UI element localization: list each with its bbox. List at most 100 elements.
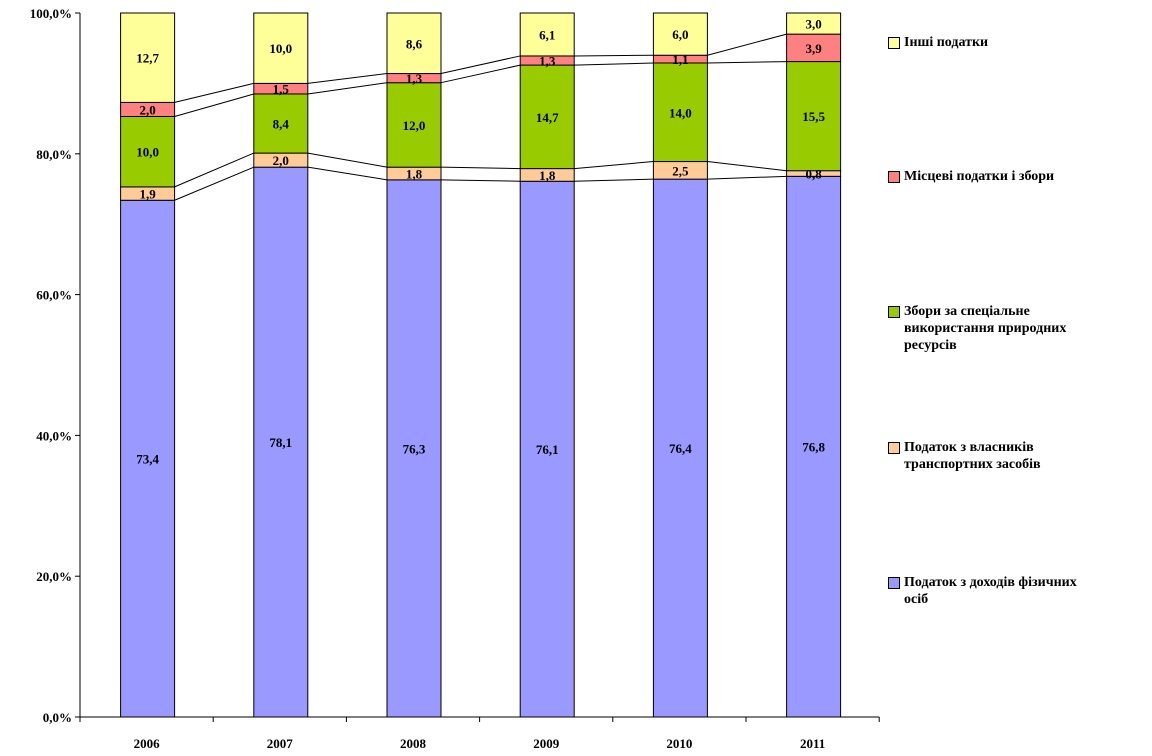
legend-line: транспортних засобів (904, 457, 1041, 472)
data-label: 76,8 (802, 440, 825, 455)
data-labels: 73,4 1,9 10,0 2,0 12,7 78,1 2,0 8,4 1,5 10,0 76,3 1… (136, 17, 825, 467)
series-line (440, 179, 521, 182)
series-line (574, 54, 654, 57)
data-label: 12,0 (403, 118, 426, 133)
data-label: 2,5 (672, 163, 689, 178)
bar-segment (386, 82, 442, 168)
data-label: 14,7 (536, 110, 559, 125)
y-tick-label: 40,0% (36, 428, 72, 443)
legend-item-vehicle-tax: Податок з власників транспортних засобів (888, 439, 1150, 473)
data-label: 73,4 (136, 452, 159, 467)
series-lines (174, 33, 787, 201)
y-tick-label: 100,0% (30, 6, 72, 21)
data-label: 1,8 (406, 167, 423, 182)
bar-segment (253, 166, 309, 718)
y-tick-label: 20,0% (36, 569, 72, 584)
data-label: 1,9 (139, 187, 156, 202)
x-tick-label: 2009 (533, 736, 560, 751)
x-tick-label: 2006 (134, 736, 161, 751)
series-line (174, 152, 254, 188)
data-label: 76,1 (536, 442, 559, 457)
bar-segment (786, 175, 842, 718)
series-line (707, 161, 787, 172)
data-label: 6,0 (672, 27, 688, 42)
series-line (307, 166, 388, 181)
axes: 0,0% 20,0% 40,0% 60,0% 80,0% 100,0% 2006 2007 20… (30, 6, 880, 751)
y-tick-label: 80,0% (36, 147, 72, 162)
series-line (440, 64, 521, 84)
legend-line: використання природних (904, 321, 1067, 336)
legend-label-vehicle-tax: Податок з власників транспортних засобів (904, 439, 1041, 473)
legend-line: осіб (904, 592, 929, 607)
data-label: 1,5 (273, 82, 290, 97)
legend-line: Інші податки (904, 35, 989, 50)
x-tick-label: 2011 (800, 736, 825, 751)
data-label: 6,1 (539, 27, 555, 42)
bar-segment (519, 64, 575, 170)
data-label: 1,8 (539, 168, 556, 183)
series-line (174, 166, 254, 201)
bar-segment (386, 12, 442, 75)
legend-swatch-other-taxes (888, 37, 900, 49)
bar-segment (386, 179, 442, 718)
series-line (574, 62, 654, 66)
data-label: 8,6 (406, 36, 423, 51)
series-line (707, 33, 787, 56)
legend-line: ресурсів (904, 338, 957, 353)
legend-label-local-taxes: Місцеві податки і збори (904, 168, 1054, 185)
series-line (707, 61, 787, 64)
data-label: 1,1 (672, 52, 688, 67)
series-line (174, 93, 254, 117)
data-label: 12,7 (136, 51, 159, 66)
legend-swatch-vehicle-tax (888, 442, 900, 454)
bar-segment (652, 12, 708, 56)
series-line (440, 166, 521, 170)
series-line (307, 73, 388, 84)
legend-label-other-taxes: Інші податки (904, 34, 988, 51)
data-label: 2,0 (273, 153, 289, 168)
data-label: 8,4 (273, 117, 290, 132)
y-tick-label: 60,0% (36, 288, 72, 303)
series-line (307, 82, 388, 95)
legend-item-natural-resources: Збори за спеціальне використання природн… (888, 303, 1150, 354)
bar-segment (786, 33, 842, 63)
bar-segment (786, 12, 842, 35)
x-tick-label: 2007 (267, 736, 294, 751)
series-line (174, 82, 254, 103)
data-label: 1,3 (406, 71, 423, 86)
data-label: 0,8 (805, 167, 822, 182)
data-label: 3,9 (805, 41, 822, 56)
data-label: 14,0 (669, 105, 692, 120)
legend-line: Місцеві податки і збори (904, 169, 1055, 184)
data-label: 10,0 (269, 41, 292, 56)
bar-segment (120, 12, 176, 103)
data-label: 10,0 (136, 145, 159, 160)
series-line (574, 178, 654, 182)
bar-segment (253, 93, 309, 154)
series-line (574, 161, 654, 170)
legend-label-income-tax: Податок з доходів фізичних осіб (904, 574, 1077, 608)
bar-segment (120, 115, 176, 188)
bar-segment (253, 12, 309, 84)
legend-item-income-tax: Податок з доходів фізичних осіб (888, 574, 1150, 608)
data-label: 15,5 (802, 109, 825, 124)
legend-line: Податок з власників (904, 440, 1034, 455)
legend-swatch-local-taxes (888, 171, 900, 183)
legend-swatch-natural-resources (888, 306, 900, 318)
series-line (440, 55, 521, 75)
bar-segment (120, 199, 176, 718)
x-tick-label: 2008 (400, 736, 427, 751)
data-label: 78,1 (269, 435, 292, 450)
legend-item-other-taxes: Інші податки (888, 34, 1150, 51)
bar-segment (519, 12, 575, 57)
x-tick-label: 2010 (666, 736, 692, 751)
series-line (707, 175, 787, 180)
legend-label-natural-resources: Збори за спеціальне використання природн… (904, 303, 1066, 354)
bars (120, 12, 842, 718)
legend-swatch-income-tax (888, 577, 900, 589)
legend: Інші податки Місцеві податки і збори Збо… (888, 0, 1152, 756)
legend-line: Податок з доходів фізичних (904, 575, 1077, 590)
y-tick-label: 0,0% (43, 710, 72, 725)
bar-segment (519, 180, 575, 718)
